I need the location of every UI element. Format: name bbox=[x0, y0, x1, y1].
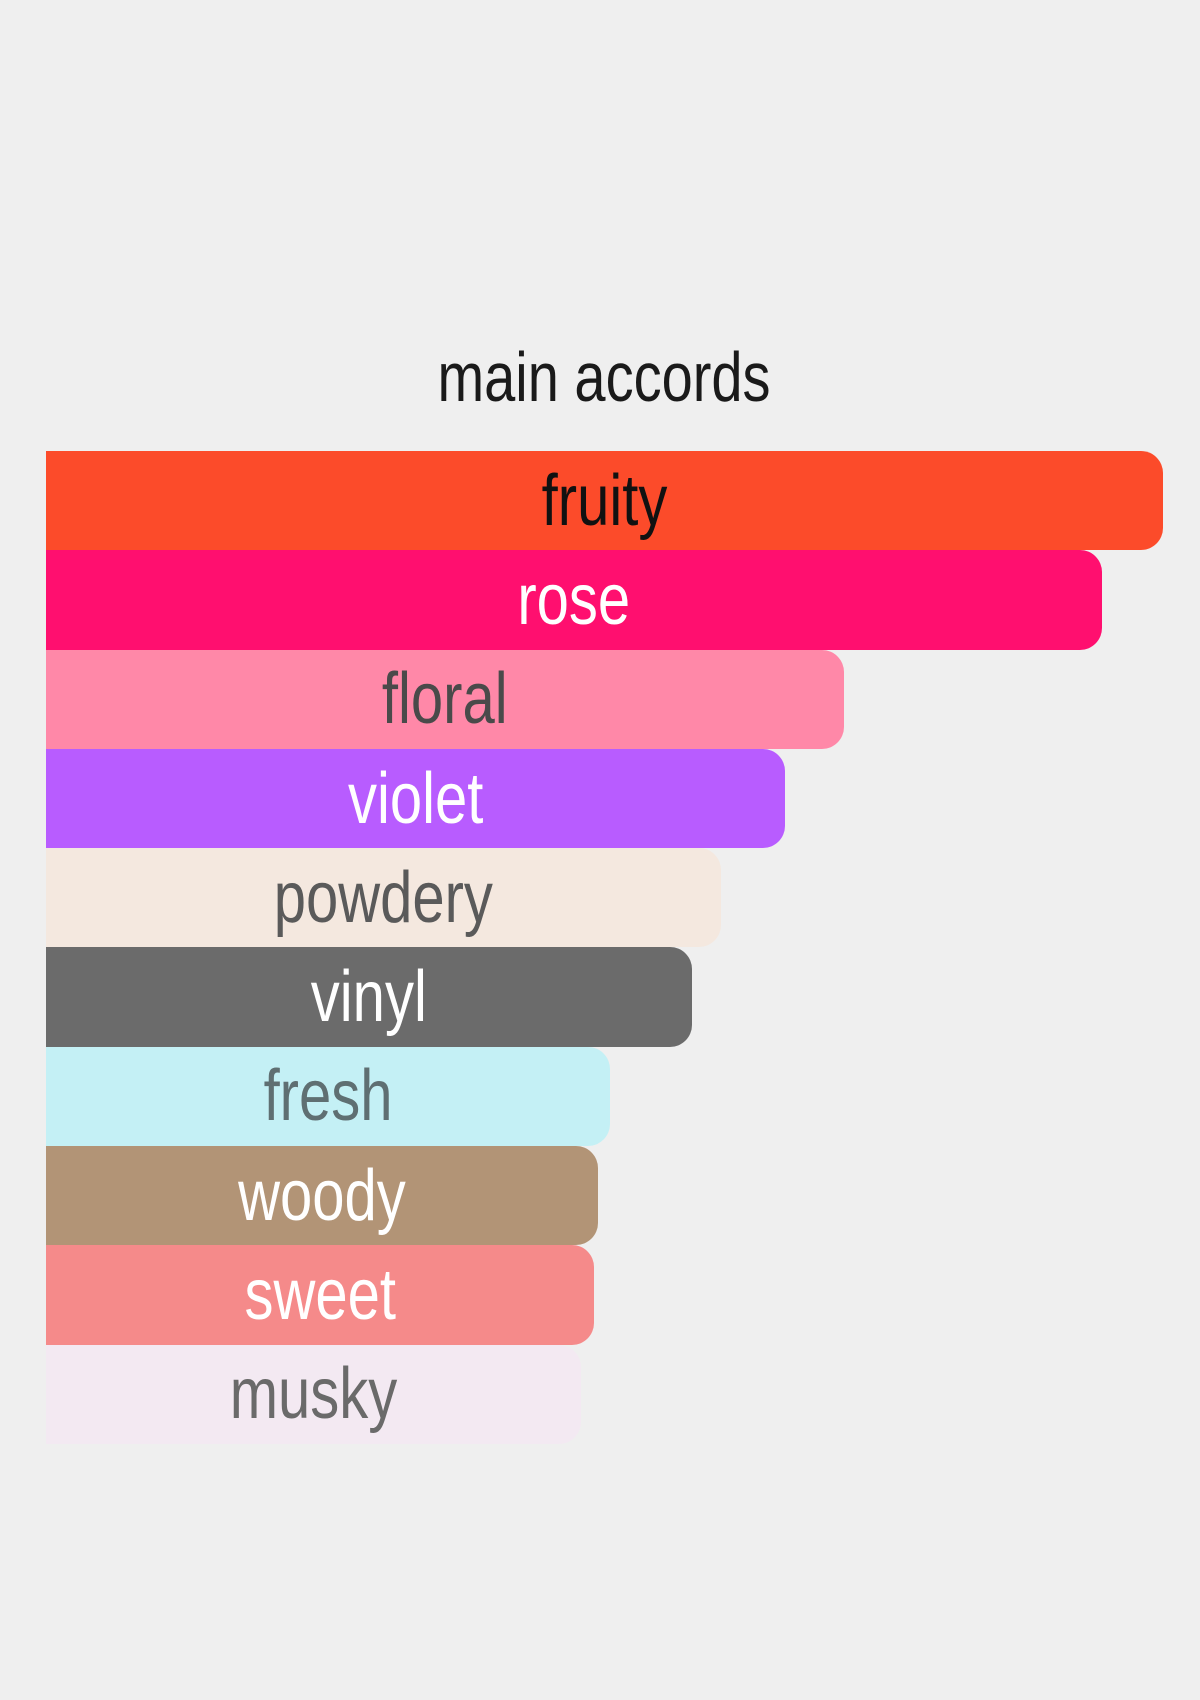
bar-label: woody bbox=[238, 1154, 406, 1236]
bar-label: fruity bbox=[541, 459, 668, 541]
bar-woody: woody bbox=[46, 1146, 598, 1246]
bar-label: rose bbox=[517, 558, 631, 640]
bar-musky: musky bbox=[46, 1344, 582, 1444]
bar-label: powdery bbox=[273, 856, 493, 938]
bar-floral: floral bbox=[46, 649, 844, 749]
bar-fruity: fruity bbox=[46, 451, 1163, 551]
accord-bars: fruity rose floral violet powdery vinyl fresh w… bbox=[46, 451, 1163, 1444]
bar-label: sweet bbox=[244, 1253, 396, 1336]
bar-rose: rose bbox=[46, 550, 1102, 650]
chart-title: main accords bbox=[437, 337, 771, 416]
bar-fresh: fresh bbox=[46, 1046, 611, 1147]
bar-label: vinyl bbox=[310, 955, 427, 1038]
bar-label: musky bbox=[229, 1353, 398, 1435]
bar-label: floral bbox=[381, 657, 508, 740]
bar-label: violet bbox=[348, 757, 484, 839]
bar-violet: violet bbox=[46, 748, 786, 849]
bar-sweet: sweet bbox=[46, 1245, 595, 1345]
bar-powdery: powdery bbox=[46, 848, 721, 948]
bar-label: fresh bbox=[263, 1055, 393, 1137]
bar-vinyl: vinyl bbox=[46, 947, 692, 1047]
